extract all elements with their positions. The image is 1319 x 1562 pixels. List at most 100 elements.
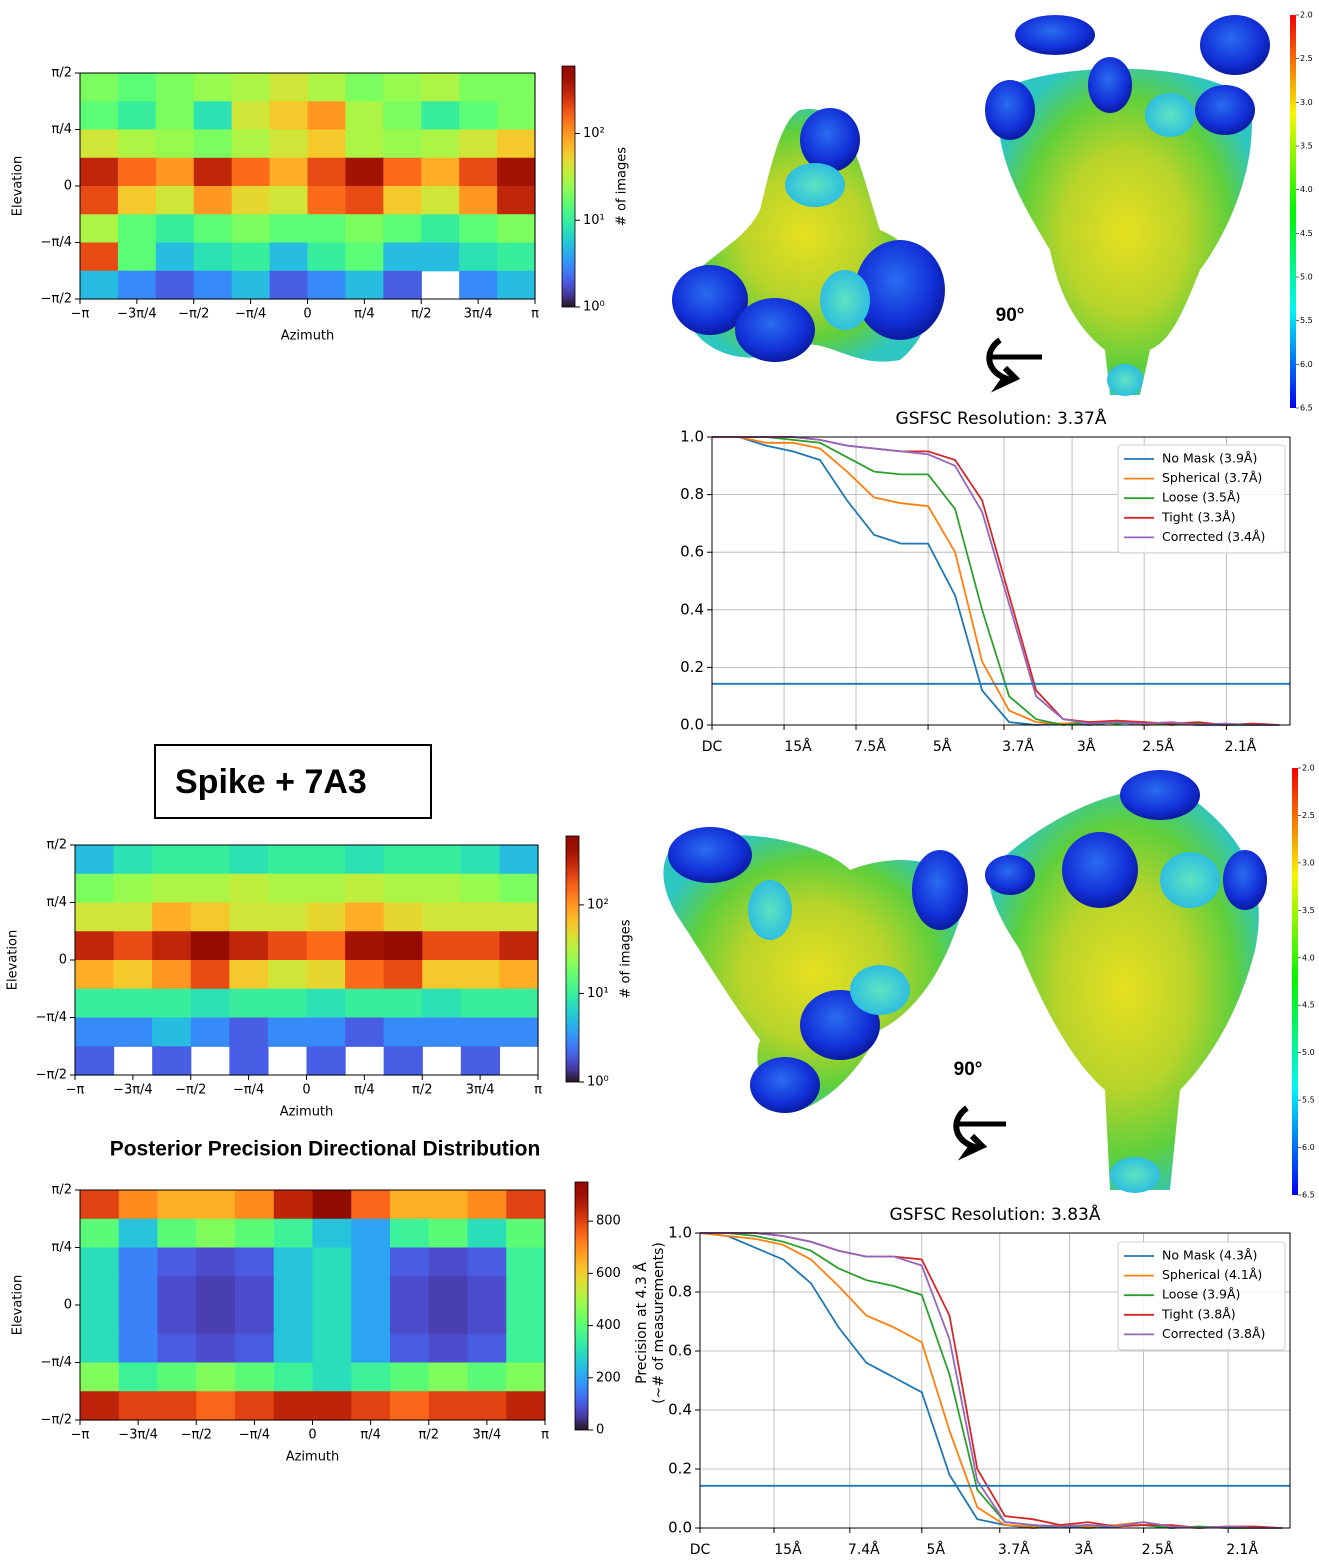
x-tick-label: −π — [66, 1083, 85, 1098]
colorbar-tick-label: 6.0 — [1300, 360, 1313, 369]
heatmap-cell — [152, 988, 192, 1019]
heatmap-cell — [273, 1333, 314, 1364]
rotation-label: 90° — [954, 1059, 983, 1080]
heatmap-cell — [307, 270, 347, 300]
heatmap-cell — [467, 1247, 507, 1277]
heatmap-cell — [155, 157, 195, 187]
x-tick-label: 7.4Å — [848, 1541, 880, 1558]
heatmap-cell — [383, 270, 422, 300]
y-axis-label: Elevation — [11, 156, 26, 216]
heatmap-cell — [351, 1391, 391, 1421]
heatmap-cell — [235, 1190, 275, 1220]
heatmap-cell — [273, 1362, 314, 1392]
heatmap-cell — [80, 242, 119, 272]
heatmap-cell — [421, 242, 460, 272]
x-tick-label: −π/4 — [235, 307, 266, 322]
heatmap-cell — [157, 1190, 197, 1220]
heatmap-cell — [190, 873, 230, 904]
x-tick-label: 2.1Å — [1225, 738, 1257, 755]
colorbar-tick-label: 10⁰ — [583, 300, 605, 315]
heatmap-cell — [229, 1017, 269, 1047]
x-tick-label: π — [531, 307, 539, 322]
heatmap-cell — [312, 1305, 352, 1335]
heatmap-cell — [229, 960, 269, 990]
x-tick-label: π/4 — [354, 1083, 374, 1098]
heatmap-cell — [390, 1276, 430, 1306]
heatmap-cell — [190, 1017, 230, 1047]
heatmap-cell — [499, 873, 539, 904]
heatmap-cell — [345, 101, 384, 131]
heatmap-cell — [155, 270, 195, 300]
heatmap-cell — [460, 960, 501, 990]
heatmap-cell — [113, 931, 153, 961]
heatmap-cell — [460, 845, 501, 875]
heatmap-cell — [307, 186, 347, 215]
heatmap-cell — [267, 1017, 308, 1047]
x-tick-label: 2.5Å — [1142, 1541, 1174, 1558]
heatmap-cell — [460, 931, 501, 961]
heatmap-cell — [80, 1333, 120, 1364]
x-tick-label: 3Å — [1074, 1541, 1093, 1558]
rotation-arrow — [953, 1105, 1006, 1161]
heatmap-cell — [269, 186, 309, 215]
heatmap-cell — [117, 73, 157, 102]
colorbar-tick-label: 3.5 — [1300, 142, 1313, 151]
heatmap-cell — [269, 157, 309, 187]
colorbar-tick-label: 200 — [596, 1370, 621, 1385]
heatmap-cell — [351, 1218, 391, 1249]
heatmap-cell — [459, 157, 498, 187]
legend-label: Loose (3.5Å) — [1162, 490, 1240, 505]
colorbar-tick-label: 3.0 — [1300, 98, 1313, 107]
heatmap-cell — [193, 214, 233, 244]
colorbar-tick-label: 5.5 — [1302, 1096, 1315, 1105]
heatmap-cell — [383, 73, 422, 102]
heatmap-cell — [306, 1017, 346, 1047]
heatmap-cell — [231, 186, 271, 215]
heatmap-cell — [118, 1333, 159, 1364]
heatmap-cell — [497, 73, 536, 102]
heatmap-cell — [80, 1305, 120, 1335]
x-tick-label: −π/2 — [181, 1428, 212, 1443]
chart-title: GSFSC Resolution: 3.37Å — [896, 407, 1107, 429]
heatmap-cell — [80, 1190, 120, 1220]
x-tick-label: 5Å — [927, 1541, 946, 1558]
heatmap-cell — [497, 157, 536, 187]
resolution-colorbar — [1290, 15, 1296, 408]
heatmap-cell — [117, 242, 157, 272]
y-tick-label: 1.0 — [680, 428, 704, 446]
x-tick-label: −π — [71, 307, 90, 322]
heatmap-cell — [312, 1362, 352, 1392]
heatmap-cell — [267, 845, 308, 875]
heatmap-cell — [157, 1333, 197, 1364]
heatmap-cell — [80, 1391, 120, 1421]
x-tick-label: −π/2 — [175, 1083, 206, 1098]
colorbar-tick-label: 6.5 — [1302, 1191, 1315, 1200]
heatmap-cell — [231, 214, 271, 244]
heatmap-cell — [422, 931, 462, 961]
heatmap-cell — [312, 1247, 352, 1277]
colorbar-tick-label: 600 — [596, 1266, 621, 1281]
heatmap-cell — [196, 1247, 236, 1277]
heatmap-cell — [459, 73, 498, 102]
heatmap-cell — [231, 157, 271, 187]
y-axis-label: Elevation — [11, 1275, 26, 1335]
heatmap-cell — [229, 988, 269, 1019]
heatmap-cell — [155, 101, 195, 131]
colorbar-tick-label: 400 — [596, 1318, 621, 1333]
heatmap-cell — [193, 129, 233, 159]
heatmap-cell — [152, 1046, 192, 1076]
heatmap-cell — [196, 1190, 236, 1220]
heatmap-cell — [506, 1305, 546, 1335]
heatmap-cell — [345, 129, 384, 159]
y-tick-label: −π/2 — [41, 292, 72, 307]
heatmap-cell — [467, 1218, 507, 1249]
colorbar-tick-label: 5.0 — [1300, 273, 1313, 282]
y-tick-label: π/2 — [47, 838, 67, 853]
colorbar-tick-label: 3.5 — [1302, 906, 1315, 915]
heatmap-cell — [118, 1218, 159, 1249]
heatmap-cell — [117, 214, 157, 244]
heatmap-cell — [190, 845, 230, 875]
x-tick-label: −π — [71, 1428, 90, 1443]
x-tick-label: π/2 — [419, 1428, 439, 1443]
y-tick-label: 0.2 — [680, 658, 704, 676]
